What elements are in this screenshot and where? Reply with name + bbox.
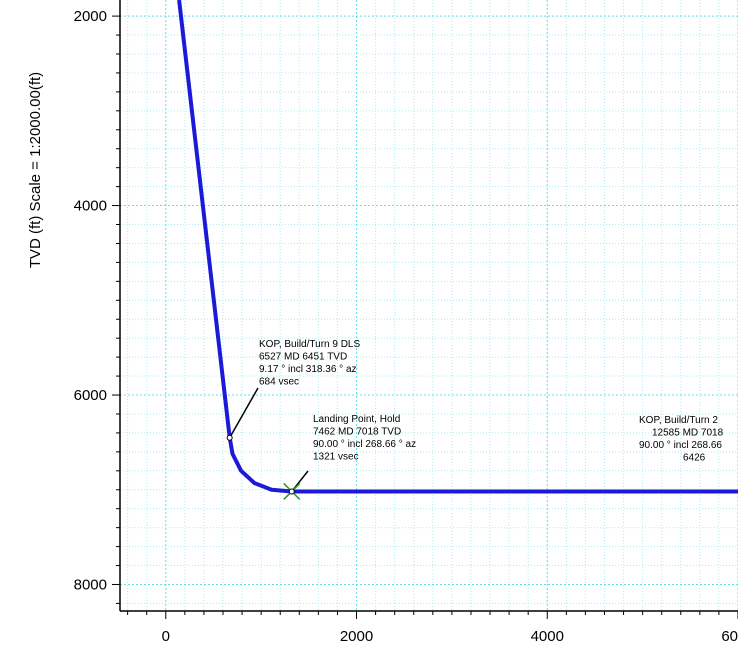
x-tick-label: 6000 — [721, 628, 738, 645]
kop-2-annotation-text: KOP, Build/Turn 2 — [639, 415, 718, 426]
kop-2-annotation-text: 6426 — [683, 453, 706, 464]
grid-major — [120, 0, 738, 611]
kop-1-annotation-text: 6527 MD 6451 TVD — [259, 352, 347, 363]
x-tick-label: 4000 — [531, 628, 564, 645]
landing-annotation-text: 7462 MD 7018 TVD — [313, 427, 401, 438]
tick-labels: 0 2000 4000 6000 2000 4000 6000 8000 — [74, 8, 738, 645]
y-tick-label: 2000 — [74, 8, 107, 25]
kop-1-marker — [226, 434, 233, 441]
axes — [112, 0, 738, 619]
kop-1-annotation-text: 9.17 ° incl 318.36 ° az — [259, 364, 357, 375]
kop-1-leader-line — [229, 387, 259, 439]
x-tick-label: 2000 — [340, 628, 373, 645]
annotations-layer: KOP, Build/Turn 9 DLS 6527 MD 6451 TVD9.1… — [226, 339, 724, 500]
x-tick-label: 0 — [162, 628, 170, 645]
landing-annotation-text: 90.00 ° incl 268.66 ° az — [313, 439, 416, 450]
y-tick-label: 6000 — [74, 387, 107, 404]
kop-1-annotation-text: KOP, Build/Turn 9 DLS — [259, 339, 360, 350]
landing-annotation-text: 1321 vsec — [313, 452, 359, 463]
landing-annotation-text: Landing Point, Hold — [313, 414, 400, 425]
landing-point-dot — [288, 488, 295, 495]
y-tick-label: 4000 — [74, 198, 107, 215]
y-axis-title: TVD (ft) Scale = 1:2000.00(ft) — [27, 72, 44, 268]
y-tick-label: 8000 — [74, 576, 107, 593]
kop-1-annotation-text: 684 vsec — [259, 377, 299, 388]
kop-2-annotation-text: 90.00 ° incl 268.66 — [639, 440, 722, 451]
kop-2-annotation-text: 12585 MD 7018 — [652, 428, 724, 439]
grid-minor — [120, 0, 738, 611]
